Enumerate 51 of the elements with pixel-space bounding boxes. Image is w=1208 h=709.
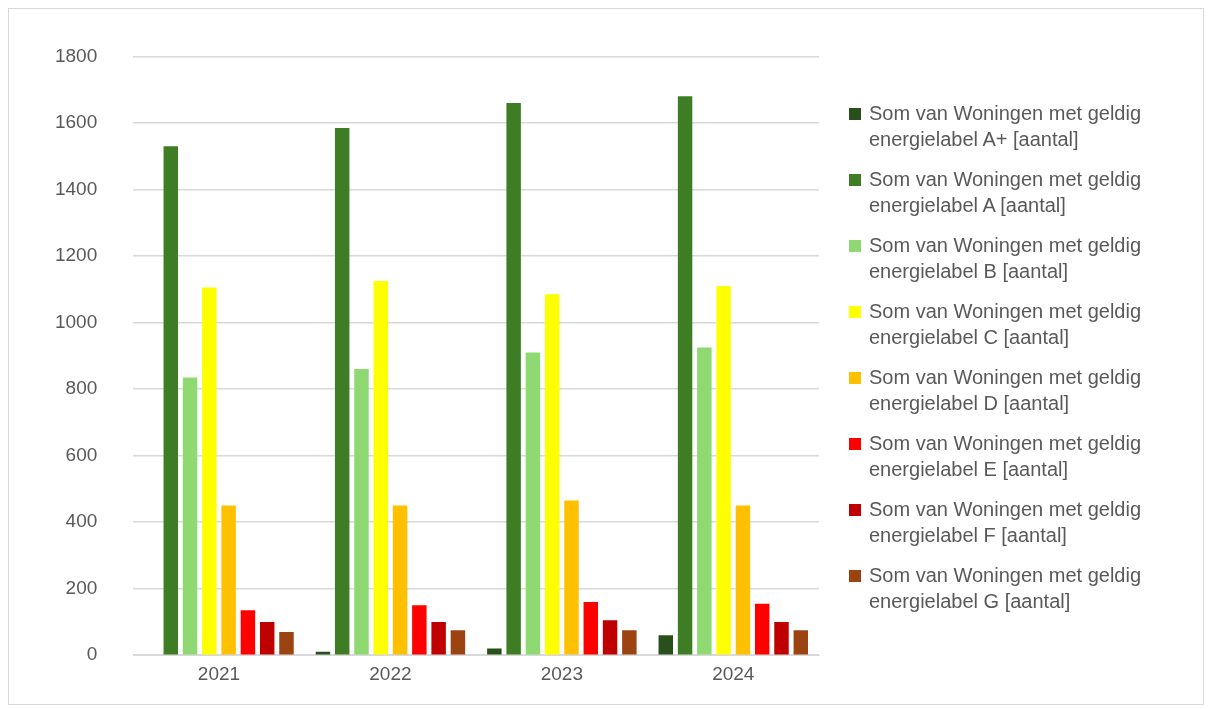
legend-label: Som van Woningen met geldig energielabel E [aantal] bbox=[869, 430, 1142, 482]
bar bbox=[392, 505, 408, 655]
bar bbox=[334, 127, 350, 655]
bar bbox=[754, 603, 770, 655]
legend-label: Som van Woningen met geldig energielabel C [aantal] bbox=[869, 298, 1142, 350]
bar bbox=[658, 635, 674, 655]
y-tick-label: 600 bbox=[65, 443, 98, 465]
legend-label: Som van Woningen met geldig energielabel B [aantal] bbox=[869, 232, 1142, 284]
bar bbox=[202, 287, 217, 655]
bar bbox=[163, 146, 178, 655]
bar bbox=[602, 620, 618, 655]
y-tick-label: 1200 bbox=[54, 244, 98, 266]
x-tick-label: 2024 bbox=[712, 662, 755, 684]
bar bbox=[583, 601, 599, 655]
bar bbox=[373, 280, 389, 655]
bar bbox=[564, 500, 579, 655]
x-tick-label: 2021 bbox=[197, 662, 241, 684]
x-tick-label: 2023 bbox=[540, 662, 583, 684]
y-tick-label: 0 bbox=[86, 643, 98, 665]
bar bbox=[412, 605, 427, 655]
bar bbox=[622, 630, 637, 655]
y-tick-label: 1400 bbox=[54, 177, 98, 199]
y-tick-label: 1000 bbox=[54, 310, 98, 332]
legend-label: Som van Woningen met geldig energielabel A+ [aantal] bbox=[869, 100, 1142, 152]
y-tick-label: 400 bbox=[65, 510, 98, 532]
bar bbox=[793, 630, 809, 655]
legend-label: Som van Woningen met geldig energielabel G [aantal] bbox=[869, 562, 1142, 614]
bar bbox=[735, 505, 751, 655]
x-tick-label: 2022 bbox=[369, 662, 412, 684]
bar bbox=[450, 630, 466, 655]
y-tick-label: 1800 bbox=[54, 44, 98, 66]
y-tick-label: 200 bbox=[65, 576, 98, 598]
y-tick-label: 1600 bbox=[54, 111, 98, 133]
bar bbox=[259, 621, 275, 655]
bar bbox=[774, 621, 789, 655]
bar bbox=[240, 610, 256, 655]
bar bbox=[544, 294, 560, 655]
y-tick-label: 800 bbox=[65, 377, 98, 399]
bar bbox=[279, 631, 294, 655]
bar bbox=[697, 347, 712, 655]
bar bbox=[354, 369, 369, 655]
legend-label: Som van Woningen met geldig energielabel A [aantal] bbox=[869, 166, 1142, 218]
bar bbox=[182, 377, 198, 655]
bar bbox=[716, 285, 731, 655]
bar bbox=[525, 352, 541, 655]
bar bbox=[506, 102, 521, 655]
legend-label: Som van Woningen met geldig energielabel F [aantal] bbox=[869, 496, 1142, 548]
bar bbox=[221, 505, 236, 655]
bar bbox=[677, 96, 693, 655]
bar bbox=[431, 621, 446, 655]
legend-label: Som van Woningen met geldig energielabel D [aantal] bbox=[869, 364, 1142, 416]
